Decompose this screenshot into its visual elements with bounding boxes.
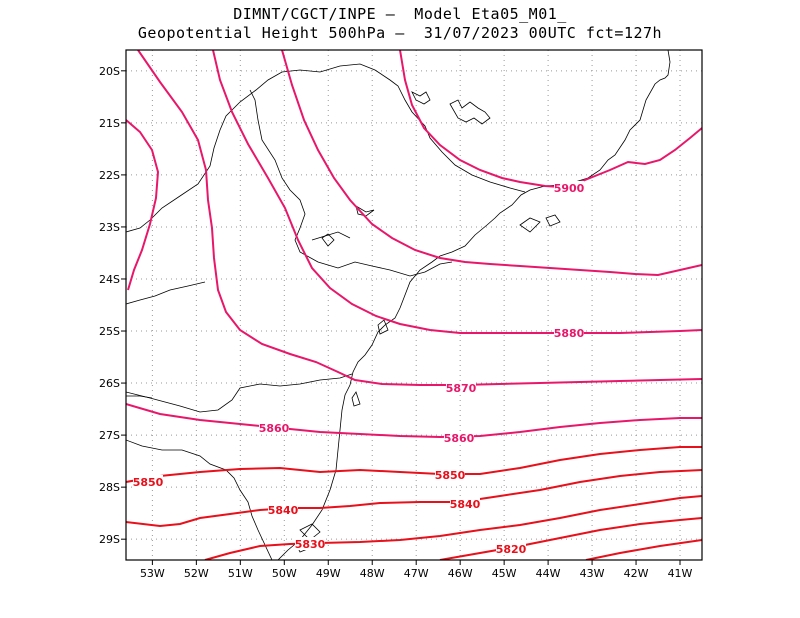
contour-line xyxy=(212,50,702,334)
map-subtitle: Geopotential Height 500hPa — 31/07/2023 … xyxy=(137,24,663,42)
lat-tick-label: 20S xyxy=(99,65,120,78)
longitude-ticks: 53W 52W 51W 50W 49W 48W 47W 46W 45W 44W 43W 42W 41W xyxy=(140,560,693,580)
coastline xyxy=(277,50,671,560)
contour-label-background xyxy=(295,537,325,550)
lon-tick-label: 42W xyxy=(624,567,649,580)
contour-label: 5860 xyxy=(444,432,475,445)
contour-label-background xyxy=(554,181,584,194)
contour-lines xyxy=(126,50,702,560)
contour-line xyxy=(399,50,702,189)
lat-tick-label: 29S xyxy=(99,533,120,546)
contour-label-background xyxy=(554,326,584,339)
contour-label: 5850 xyxy=(133,476,164,489)
contour-line xyxy=(439,517,702,560)
contour-label-background xyxy=(450,497,480,510)
contour-label-background xyxy=(259,421,289,434)
contour-line xyxy=(585,539,702,560)
lon-tick-label: 49W xyxy=(316,567,341,580)
lat-tick-label: 25S xyxy=(99,325,120,338)
contour-label: 5860 xyxy=(259,422,290,435)
contour-label: 5830 xyxy=(295,538,326,551)
lon-tick-label: 47W xyxy=(404,567,429,580)
lat-tick-label: 21S xyxy=(99,117,120,130)
lon-tick-label: 50W xyxy=(272,567,297,580)
contour-line xyxy=(204,495,702,560)
contour-label-background xyxy=(133,475,163,488)
contour-label-background xyxy=(446,381,476,394)
lon-tick-label: 45W xyxy=(492,567,517,580)
contour-label: 5870 xyxy=(446,382,477,395)
contour-label-background xyxy=(444,431,474,444)
contour-label: 5880 xyxy=(554,327,585,340)
contour-labels: 5900 5880 5870 5860 5860 5850 5850 5840 5840 5830… xyxy=(133,181,585,556)
graticule xyxy=(126,50,702,560)
lon-tick-label: 44W xyxy=(536,567,561,580)
lon-tick-label: 46W xyxy=(448,567,473,580)
lon-tick-label: 41W xyxy=(668,567,693,580)
contour-line xyxy=(126,403,702,439)
contour-label: 5840 xyxy=(450,498,481,511)
contour-label-background xyxy=(268,503,298,516)
contour-line xyxy=(126,119,160,291)
contour-label: 5900 xyxy=(554,182,585,195)
contour-line xyxy=(281,50,702,277)
lat-tick-label: 27S xyxy=(99,429,120,442)
lat-tick-label: 28S xyxy=(99,481,120,494)
contour-line xyxy=(137,50,702,386)
contour-label-background xyxy=(435,468,465,481)
map-title: DIMNT/CGCT/INPE — Model Eta05_M01_ xyxy=(233,5,567,23)
contour-label: 5820 xyxy=(496,543,527,556)
lon-tick-label: 48W xyxy=(360,567,385,580)
lat-tick-label: 24S xyxy=(99,273,120,286)
contour-label: 5850 xyxy=(435,469,466,482)
contour-label: 5840 xyxy=(268,504,299,517)
map-frame xyxy=(125,49,703,561)
lat-tick-label: 22S xyxy=(99,169,120,182)
lat-tick-label: 26S xyxy=(99,377,120,390)
lat-tick-label: 23S xyxy=(99,221,120,234)
contour-label-background xyxy=(496,542,526,555)
contour-line xyxy=(126,446,702,483)
state-border xyxy=(126,63,526,233)
lon-tick-label: 52W xyxy=(184,567,209,580)
coastlines xyxy=(126,50,671,560)
contour-line xyxy=(126,469,702,528)
lon-tick-label: 43W xyxy=(580,567,605,580)
lon-tick-label: 53W xyxy=(140,567,165,580)
lon-tick-label: 51W xyxy=(228,567,253,580)
latitude-ticks: 20S 21S 22S 23S 24S 25S 26S 27S 28S 29S xyxy=(99,65,126,546)
